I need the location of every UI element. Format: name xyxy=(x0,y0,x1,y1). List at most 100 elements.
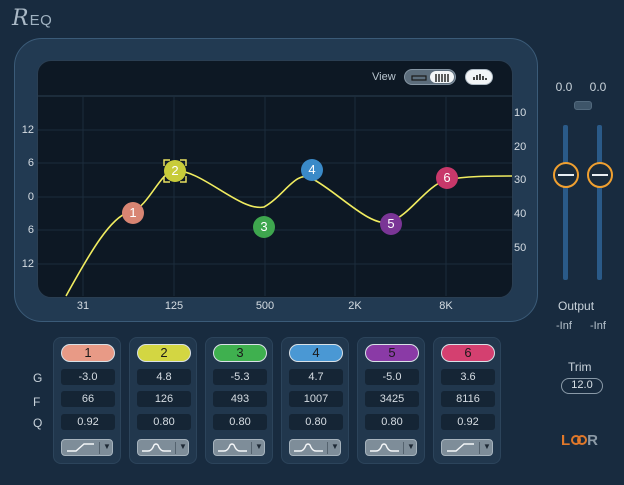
output-fader-right[interactable] xyxy=(587,162,613,188)
band-4-enable-button[interactable]: 4 xyxy=(289,344,343,362)
db-tick-30: 30 xyxy=(514,174,527,186)
band-2-enable-button[interactable]: 2 xyxy=(137,344,191,362)
band-2-freq[interactable]: 126 xyxy=(137,391,191,407)
chevron-down-icon: ▼ xyxy=(483,442,491,451)
output-meter-left xyxy=(563,125,568,280)
output-meter-right xyxy=(597,125,602,280)
band-2-gain[interactable]: 4.8 xyxy=(137,369,191,385)
band-5-gain[interactable]: -5.0 xyxy=(365,369,419,385)
gain-tick-12: 12 xyxy=(21,124,34,136)
output-label: Output xyxy=(558,299,595,313)
band-3-enable-button[interactable]: 3 xyxy=(213,344,267,362)
eq-node-6[interactable]: 6 xyxy=(436,167,458,189)
band-5-type-select[interactable]: ▼ xyxy=(365,439,417,456)
band-3-q[interactable]: 0.80 xyxy=(213,414,267,430)
db-tick-20: 20 xyxy=(514,141,527,153)
node-2-selection-frame xyxy=(163,159,187,183)
output-level-left: -Inf xyxy=(556,320,572,332)
band-2-q[interactable]: 0.80 xyxy=(137,414,191,430)
band-6-enable-button[interactable]: 6 xyxy=(441,344,495,362)
band-5-freq[interactable]: 3425 xyxy=(365,391,419,407)
freq-tick-2k: 2K xyxy=(348,300,362,312)
low-shelf-icon xyxy=(67,443,94,452)
freq-tick-31: 31 xyxy=(76,300,90,312)
band-6-q[interactable]: 0.92 xyxy=(441,414,495,430)
eq-node-4[interactable]: 4 xyxy=(301,159,323,181)
band-strip-2: 2 4.8 126 0.80 ▼ xyxy=(129,337,197,464)
band-3-freq[interactable]: 493 xyxy=(213,391,267,407)
gain-tick-6: 6 xyxy=(27,157,34,169)
band-4-freq[interactable]: 1007 xyxy=(289,391,343,407)
row-label-freq: F xyxy=(33,395,41,409)
chevron-down-icon: ▼ xyxy=(407,442,415,451)
output-fader-left[interactable] xyxy=(553,162,579,188)
spectrum-analyzer-button[interactable] xyxy=(465,69,493,85)
link-icon xyxy=(571,435,588,445)
logo-script-r: R xyxy=(12,6,29,31)
gain-tick-minus12: 12 xyxy=(21,258,34,270)
chevron-down-icon: ▼ xyxy=(331,442,339,451)
band-3-type-select[interactable]: ▼ xyxy=(213,439,265,456)
band-3-gain[interactable]: -5.3 xyxy=(213,369,267,385)
band-1-q[interactable]: 0.92 xyxy=(61,414,115,430)
eq-graph-screen[interactable] xyxy=(37,60,513,298)
freq-tick-500: 500 xyxy=(255,300,275,312)
eq-node-2[interactable]: 2 xyxy=(164,160,186,182)
eq-node-5[interactable]: 5 xyxy=(380,213,402,235)
view-bands-option[interactable] xyxy=(430,71,454,83)
app-logo: R EQ xyxy=(12,8,52,30)
trim-label: Trim xyxy=(568,360,592,374)
view-toggle[interactable] xyxy=(404,69,456,85)
band-1-enable-button[interactable]: 1 xyxy=(61,344,115,362)
band-strip-4: 4 4.7 1007 0.80 ▼ xyxy=(281,337,349,464)
output-peak-right: 0.0 xyxy=(589,80,607,94)
view-single-option[interactable] xyxy=(407,71,431,83)
logo-eq-text: EQ xyxy=(29,12,53,29)
gain-tick-0: 0 xyxy=(27,191,34,203)
bell-icon xyxy=(142,443,171,452)
trim-value-field[interactable]: 12.0 xyxy=(561,378,603,394)
band-6-freq[interactable]: 8116 xyxy=(441,391,495,407)
bell-icon xyxy=(218,443,247,452)
freq-tick-8k: 8K xyxy=(439,300,453,312)
band-1-freq[interactable]: 66 xyxy=(61,391,115,407)
band-1-gain[interactable]: -3.0 xyxy=(61,369,115,385)
chevron-down-icon: ▼ xyxy=(103,442,111,451)
link-left-label: L xyxy=(561,432,572,449)
row-label-q: Q xyxy=(33,416,43,430)
chevron-down-icon: ▼ xyxy=(179,442,187,451)
eq-node-1[interactable]: 1 xyxy=(122,202,144,224)
band-strip-3: 3 -5.3 493 0.80 ▼ xyxy=(205,337,273,464)
freq-tick-125: 125 xyxy=(164,300,184,312)
band-6-gain[interactable]: 3.6 xyxy=(441,369,495,385)
db-tick-50: 50 xyxy=(514,242,527,254)
db-tick-40: 40 xyxy=(514,208,527,220)
link-right-label: R xyxy=(587,432,600,449)
output-peak-left: 0.0 xyxy=(555,80,573,94)
eq-node-3[interactable]: 3 xyxy=(253,216,275,238)
gain-tick-minus6: 6 xyxy=(27,224,34,236)
clip-indicator[interactable] xyxy=(574,101,592,110)
band-strip-1: 1 -3.0 66 0.92 ▼ xyxy=(53,337,121,464)
band-2-type-select[interactable]: ▼ xyxy=(137,439,189,456)
band-5-enable-button[interactable]: 5 xyxy=(365,344,419,362)
high-shelf-icon xyxy=(447,443,474,452)
view-label: View xyxy=(372,71,396,83)
spectrum-icon xyxy=(473,74,487,80)
band-5-q[interactable]: 0.80 xyxy=(365,414,419,430)
band-1-type-select[interactable]: ▼ xyxy=(61,439,113,456)
band-4-q[interactable]: 0.80 xyxy=(289,414,343,430)
band-4-gain[interactable]: 4.7 xyxy=(289,369,343,385)
band-6-type-select[interactable]: ▼ xyxy=(441,439,493,456)
band-strip-5: 5 -5.0 3425 0.80 ▼ xyxy=(357,337,425,464)
output-level-right: -Inf xyxy=(590,320,606,332)
db-tick-10: 10 xyxy=(514,107,527,119)
band-strip-6: 6 3.6 8116 0.92 ▼ xyxy=(433,337,501,464)
chevron-down-icon: ▼ xyxy=(255,442,263,451)
band-4-type-select[interactable]: ▼ xyxy=(289,439,341,456)
row-label-gain: G xyxy=(33,371,43,385)
bell-icon xyxy=(294,443,323,452)
